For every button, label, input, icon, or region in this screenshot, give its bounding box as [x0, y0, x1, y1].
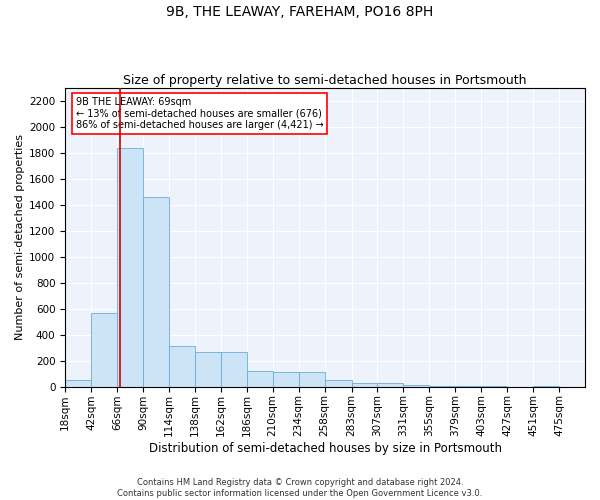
Bar — [143, 197, 169, 386]
Bar — [377, 383, 403, 386]
Title: Size of property relative to semi-detached houses in Portsmouth: Size of property relative to semi-detach… — [124, 74, 527, 87]
Text: 9B THE LEAWAY: 69sqm
← 13% of semi-detached houses are smaller (676)
86% of semi: 9B THE LEAWAY: 69sqm ← 13% of semi-detac… — [76, 97, 323, 130]
Bar — [325, 380, 352, 386]
Text: 9B, THE LEAWAY, FAREHAM, PO16 8PH: 9B, THE LEAWAY, FAREHAM, PO16 8PH — [166, 5, 434, 19]
Bar — [299, 372, 325, 386]
X-axis label: Distribution of semi-detached houses by size in Portsmouth: Distribution of semi-detached houses by … — [149, 442, 502, 455]
Bar — [352, 383, 377, 386]
Bar — [247, 371, 272, 386]
Bar — [117, 148, 143, 386]
Bar — [169, 346, 195, 387]
Bar — [272, 372, 299, 386]
Bar — [221, 352, 247, 386]
Bar — [65, 380, 91, 386]
Y-axis label: Number of semi-detached properties: Number of semi-detached properties — [15, 134, 25, 340]
Text: Contains HM Land Registry data © Crown copyright and database right 2024.
Contai: Contains HM Land Registry data © Crown c… — [118, 478, 482, 498]
Bar — [195, 352, 221, 386]
Bar — [91, 312, 117, 386]
